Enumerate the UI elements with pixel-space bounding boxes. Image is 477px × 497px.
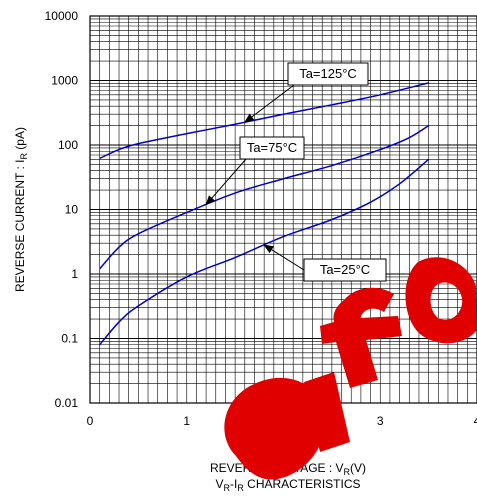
y-tick-label: 1000	[51, 74, 78, 88]
series-line-1	[99, 82, 429, 160]
y-tick-label: 1	[71, 267, 78, 281]
callout-box	[287, 62, 369, 86]
grid	[89, 15, 477, 404]
callouts: Ta=125°C Ta=75°C Ta=25°C	[205, 62, 387, 282]
callout-box	[303, 258, 387, 282]
x-tick-label: 3	[377, 414, 384, 428]
series-label: Ta=75°C	[247, 140, 297, 155]
y-tick-label: 10000	[45, 9, 79, 23]
watermark-shapes	[224, 257, 477, 480]
x-tick-label: 4	[474, 414, 477, 428]
series-line-2	[99, 124, 430, 270]
chart-caption: VR-IR CHARACTERISTICS	[215, 477, 360, 493]
x-tick-label: 1	[183, 414, 190, 428]
series-line-3	[99, 158, 430, 346]
y-axis-title: REVERSE CURRENT : IR (pA)	[13, 127, 29, 292]
x-tick-label: 0	[87, 414, 94, 428]
callout-box	[239, 136, 305, 160]
callout-arrow	[244, 84, 295, 123]
y-tick-label: 0.1	[61, 332, 78, 346]
y-tick-label: 10	[65, 203, 79, 217]
series-label: Ta=125°C	[299, 66, 357, 81]
y-tick-label: 100	[58, 138, 78, 152]
callout-arrow	[205, 158, 247, 206]
series-lines	[99, 82, 430, 346]
y-tick-label: 0.01	[55, 396, 79, 410]
series-label: Ta=25°C	[320, 262, 370, 277]
callout-arrow	[263, 244, 305, 271]
